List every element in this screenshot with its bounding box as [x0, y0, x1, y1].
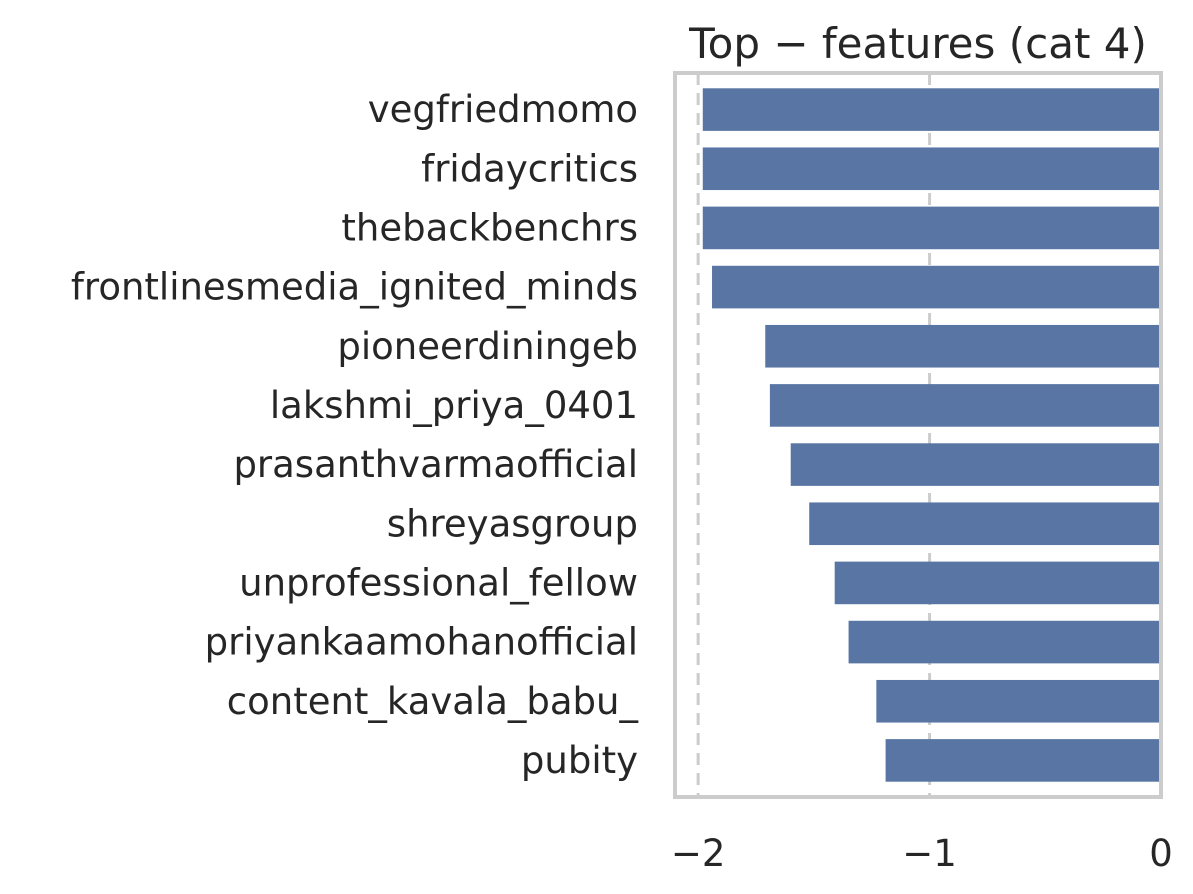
bar	[809, 502, 1161, 546]
category-label: content_kavala_babu_	[227, 680, 639, 723]
category-label: frontlinesmedia_ignited_minds	[71, 266, 638, 309]
bar	[712, 265, 1161, 309]
x-tick-label: −2	[671, 832, 726, 875]
category-label: shreyasgroup	[387, 502, 638, 545]
bar	[834, 561, 1161, 605]
bar	[702, 147, 1161, 191]
bar	[702, 88, 1161, 131]
chart-title: Top − features (cat 4)	[688, 19, 1147, 68]
x-tick-label: −1	[902, 832, 957, 875]
bar	[702, 206, 1161, 250]
category-label: priyankaamohanofficial	[205, 621, 638, 664]
x-tick-label: 0	[1149, 832, 1173, 875]
x-tick-labels: −2 −1 0	[671, 832, 1173, 875]
category-label: unprofessional_fellow	[239, 561, 638, 604]
category-label: fridaycritics	[421, 147, 638, 190]
category-label: prasanthvarmaofficial	[233, 443, 638, 486]
bar	[769, 384, 1161, 427]
category-label: pioneerdiningeb	[337, 325, 638, 368]
category-labels: vegfriedmomo fridaycritics thebackbenchrs f…	[71, 88, 639, 782]
bar	[848, 620, 1161, 664]
bar	[790, 443, 1161, 486]
category-label: thebackbenchrs	[341, 206, 638, 249]
plot-frame	[673, 71, 1163, 799]
bar	[876, 679, 1161, 723]
bar	[765, 324, 1161, 368]
category-label: pubity	[521, 739, 638, 782]
category-label: lakshmi_priya_0401	[270, 384, 638, 427]
category-label: vegfriedmomo	[368, 88, 638, 131]
bars	[702, 88, 1161, 782]
bar	[885, 739, 1161, 782]
